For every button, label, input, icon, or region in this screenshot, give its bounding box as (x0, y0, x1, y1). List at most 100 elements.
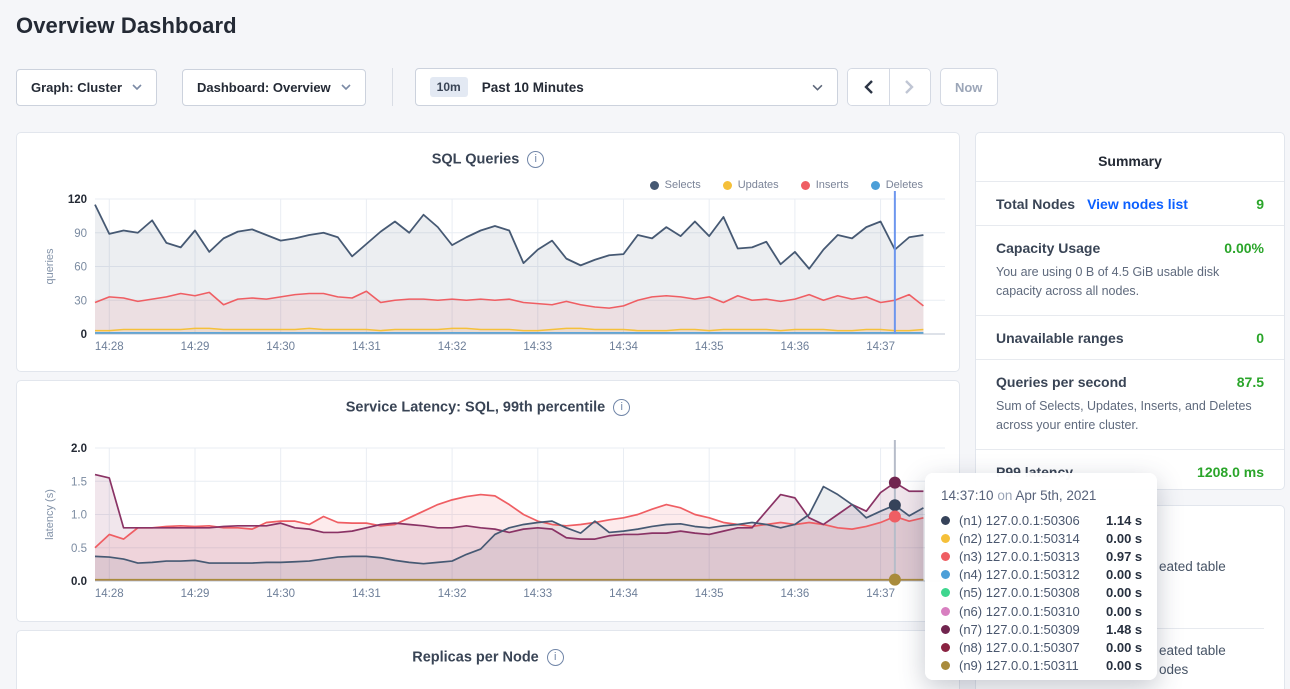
node-latency-value: 0.00 s (1106, 604, 1142, 619)
tooltip-node-row: (n7) 127.0.0.1:503091.48 s (941, 620, 1143, 638)
chart-title: Replicas per Node i (17, 649, 959, 666)
event-row-fragment: odes (1159, 662, 1188, 677)
svg-text:14:37: 14:37 (866, 588, 895, 600)
summary-row-unavailable-ranges: Unavailable ranges 0 (976, 315, 1284, 359)
svg-text:14:29: 14:29 (181, 341, 210, 353)
chart-title-text: SQL Queries (432, 152, 520, 168)
time-range-label: Past 10 Minutes (482, 80, 584, 95)
dashboard-dropdown[interactable]: Dashboard: Overview (182, 69, 366, 106)
svg-text:14:35: 14:35 (695, 588, 724, 600)
svg-text:0.5: 0.5 (71, 543, 87, 555)
time-step-buttons (847, 68, 931, 106)
page-title: Overview Dashboard (16, 13, 237, 39)
chart-canvas[interactable]: 0.00.51.01.52.014:2814:2914:3014:3114:32… (33, 437, 945, 607)
node-latency-value: 1.48 s (1106, 622, 1142, 637)
node-color-dot-icon (941, 625, 950, 634)
svg-text:14:28: 14:28 (95, 588, 124, 600)
svg-text:14:32: 14:32 (438, 588, 467, 600)
svg-text:14:33: 14:33 (523, 588, 552, 600)
time-next-button[interactable] (889, 69, 930, 105)
chart-title-text: Replicas per Node (412, 650, 539, 666)
tooltip-node-row: (n1) 127.0.0.1:503061.14 s (941, 511, 1143, 529)
node-address: (n7) 127.0.0.1:50309 (959, 622, 1106, 637)
node-address: (n4) 127.0.0.1:50312 (959, 567, 1106, 582)
node-address: (n3) 127.0.0.1:50313 (959, 549, 1106, 564)
svg-text:14:36: 14:36 (780, 588, 809, 600)
info-icon[interactable]: i (613, 399, 630, 416)
service-latency-card: Service Latency: SQL, 99th percentile i 0… (16, 380, 960, 622)
graph-dropdown[interactable]: Graph: Cluster (16, 69, 157, 106)
svg-text:latency (s): latency (s) (44, 489, 56, 540)
capacity-label: Capacity Usage (996, 240, 1100, 256)
total-nodes-label: Total Nodes (996, 196, 1075, 212)
service-latency-chart[interactable]: 0.00.51.01.52.014:2814:2914:3014:3114:32… (33, 437, 945, 612)
node-address: (n9) 127.0.0.1:50311 (959, 658, 1106, 673)
chevron-down-icon (132, 84, 142, 90)
tooltip-node-row: (n6) 127.0.0.1:503100.00 s (941, 602, 1143, 620)
svg-text:14:35: 14:35 (695, 341, 724, 353)
chart-title: Service Latency: SQL, 99th percentile i (17, 399, 959, 416)
time-range-badge: 10m (430, 77, 468, 97)
svg-text:60: 60 (74, 262, 87, 274)
summary-panel: Summary Total Nodes View nodes list 9 Ca… (975, 132, 1285, 490)
graph-dropdown-label: Graph: Cluster (31, 80, 122, 95)
event-row-fragment: eated table (1159, 643, 1226, 658)
unavailable-ranges-value: 0 (1256, 330, 1264, 346)
time-range-dropdown[interactable]: 10m Past 10 Minutes (415, 68, 838, 106)
svg-text:queries: queries (44, 248, 56, 285)
chart-title-text: Service Latency: SQL, 99th percentile (346, 400, 606, 416)
svg-text:30: 30 (74, 295, 87, 307)
sql-queries-card: SQL Queriesi SelectsUpdatesInsertsDelete… (16, 132, 960, 372)
capacity-subtext: You are using 0 B of 4.5 GiB usable disk… (996, 263, 1264, 302)
svg-text:14:31: 14:31 (352, 588, 381, 600)
info-icon[interactable]: i (527, 151, 544, 168)
svg-text:14:30: 14:30 (266, 588, 295, 600)
qps-subtext: Sum of Selects, Updates, Inserts, and De… (996, 397, 1264, 436)
info-icon[interactable]: i (547, 649, 564, 666)
time-prev-button[interactable] (848, 69, 889, 105)
tooltip-rows: (n1) 127.0.0.1:503061.14 s(n2) 127.0.0.1… (941, 511, 1143, 675)
svg-text:14:34: 14:34 (609, 588, 638, 600)
node-color-dot-icon (941, 643, 950, 652)
dashboard-controls: Graph: Cluster Dashboard: Overview 10m P… (16, 68, 998, 106)
tooltip-node-row: (n2) 127.0.0.1:503140.00 s (941, 529, 1143, 547)
node-latency-value: 1.14 s (1106, 513, 1142, 528)
total-nodes-value: 9 (1256, 196, 1264, 212)
node-latency-value: 0.97 s (1106, 549, 1142, 564)
svg-text:14:32: 14:32 (438, 341, 467, 353)
node-latency-value: 0.00 s (1106, 567, 1142, 582)
svg-text:2.0: 2.0 (71, 443, 87, 455)
tooltip-node-row: (n8) 127.0.0.1:503070.00 s (941, 638, 1143, 656)
node-color-dot-icon (941, 607, 950, 616)
node-address: (n5) 127.0.0.1:50308 (959, 585, 1106, 600)
unavailable-ranges-label: Unavailable ranges (996, 330, 1124, 346)
tooltip-on: on (997, 488, 1012, 503)
svg-text:1.5: 1.5 (71, 476, 87, 488)
summary-row-qps: Queries per second 87.5 Sum of Selects, … (976, 359, 1284, 449)
svg-text:14:29: 14:29 (181, 588, 210, 600)
node-color-dot-icon (941, 661, 950, 670)
chevron-right-icon (905, 80, 914, 94)
qps-value: 87.5 (1237, 374, 1264, 390)
now-button[interactable]: Now (940, 68, 998, 106)
chart-canvas[interactable]: 030609012014:2814:2914:3014:3114:3214:33… (33, 189, 945, 364)
dashboard-dropdown-label: Dashboard: Overview (197, 80, 331, 95)
svg-text:14:28: 14:28 (95, 341, 124, 353)
svg-text:14:36: 14:36 (780, 341, 809, 353)
qps-label: Queries per second (996, 374, 1127, 390)
summary-row-total-nodes: Total Nodes View nodes list 9 (976, 181, 1284, 225)
chevron-left-icon (864, 80, 873, 94)
summary-row-capacity: Capacity Usage 0.00% You are using 0 B o… (976, 225, 1284, 315)
overview-dashboard-page: Overview Dashboard Graph: Cluster Dashbo… (0, 0, 1290, 689)
view-nodes-list-link[interactable]: View nodes list (1087, 196, 1188, 212)
node-latency-value: 0.00 s (1106, 658, 1142, 673)
sql-queries-chart[interactable]: 030609012014:2814:2914:3014:3114:3214:33… (33, 189, 945, 369)
controls-divider (392, 68, 393, 106)
node-address: (n6) 127.0.0.1:50310 (959, 604, 1106, 619)
node-address: (n1) 127.0.0.1:50306 (959, 513, 1106, 528)
node-color-dot-icon (941, 516, 950, 525)
chevron-down-icon (341, 84, 351, 90)
svg-text:14:37: 14:37 (866, 341, 895, 353)
chart-hover-tooltip: 14:37:10 on Apr 5th, 2021 (n1) 127.0.0.1… (925, 473, 1157, 680)
node-address: (n8) 127.0.0.1:50307 (959, 640, 1106, 655)
